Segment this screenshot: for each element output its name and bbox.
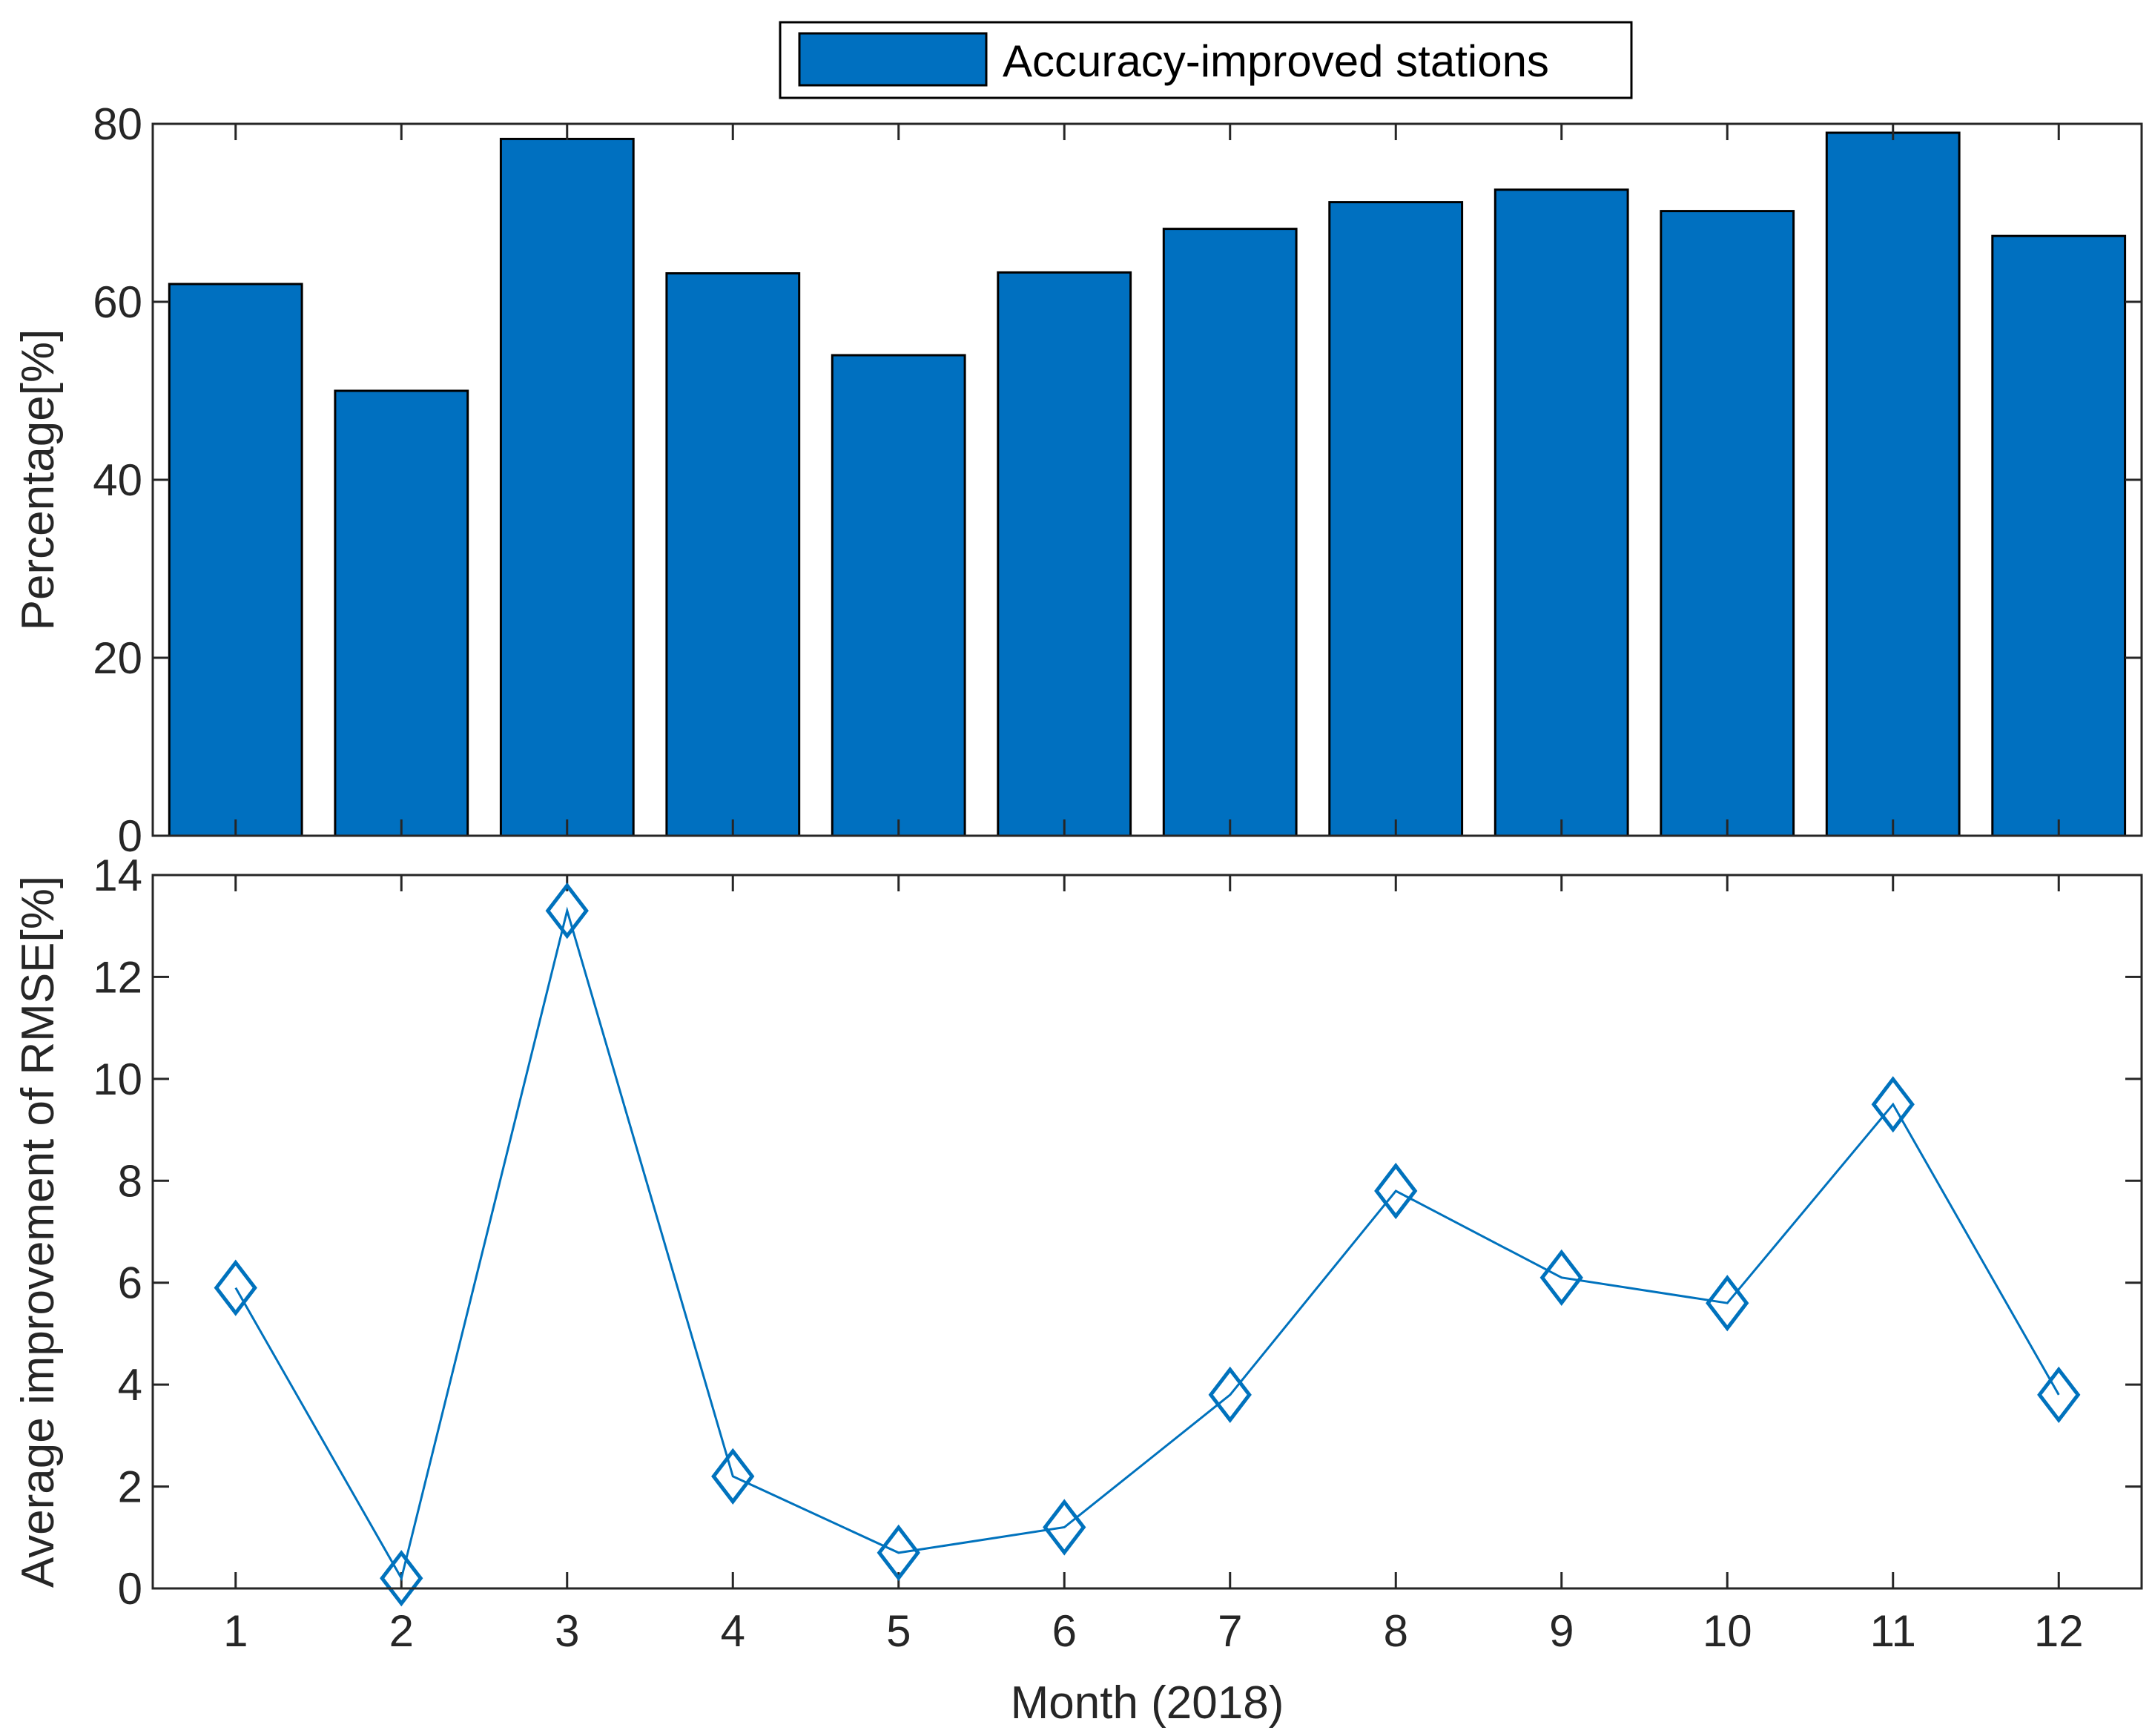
line-y-tick-label: 14: [93, 851, 142, 900]
line-x-tick-label: 2: [389, 1606, 414, 1656]
line-x-tick-label: 5: [886, 1606, 911, 1656]
line-chart-x-axis-label: Month (2018): [1011, 1677, 1284, 1729]
bar-month-8: [1328, 201, 1464, 837]
line-point-month-10: [1706, 1275, 1749, 1332]
line-chart-axes-frame: [151, 874, 2143, 1590]
bar-y-tick-label: 40: [93, 455, 142, 505]
line-x-tick-label: 9: [1549, 1606, 1574, 1656]
bar-month-9: [1493, 188, 1629, 837]
bar-month-4: [665, 272, 801, 837]
bar-chart-y-axis-label: Percentage[%]: [13, 329, 64, 631]
line-y-tick-label: 12: [93, 952, 142, 1002]
bar-month-12: [1991, 234, 2127, 837]
bar-month-11: [1825, 131, 1961, 837]
line-point-month-11: [1871, 1076, 1915, 1133]
bar-month-6: [997, 271, 1132, 837]
line-x-tick-label: 1: [223, 1606, 248, 1656]
line-x-tick-label: 3: [555, 1606, 579, 1656]
bar-chart-panel: 0 20 40 60 80 Percentage[%]: [13, 99, 2143, 861]
line-x-tick-label: 12: [2034, 1606, 2084, 1656]
line-point-month-6: [1043, 1499, 1086, 1556]
line-x-tick-label: 8: [1384, 1606, 1408, 1656]
bar-month-7: [1162, 228, 1298, 837]
bar-y-tick-label: 60: [93, 277, 142, 327]
line-y-tick-label: 0: [118, 1564, 142, 1614]
bar-y-tick-label: 20: [93, 633, 142, 683]
line-point-month-3: [545, 882, 589, 940]
line-y-tick-label: 2: [118, 1462, 142, 1512]
line-x-tick-label: 11: [1870, 1606, 1916, 1656]
bar-month-1: [168, 283, 303, 837]
line-point-month-9: [1539, 1249, 1583, 1306]
line-point-month-1: [214, 1259, 257, 1316]
line-point-month-12: [2037, 1366, 2081, 1424]
line-x-tick-label: 4: [721, 1606, 745, 1656]
bar-month-5: [831, 354, 966, 837]
bar-month-2: [334, 389, 469, 837]
line-y-tick-label: 6: [118, 1258, 142, 1308]
line-point-month-5: [877, 1524, 920, 1582]
bar-y-tick-label: 0: [118, 811, 142, 861]
legend-swatch: [798, 32, 988, 87]
line-x-tick-label: 7: [1218, 1606, 1242, 1656]
bar-chart-axes-frame: [151, 122, 2143, 837]
bar-chart-ticks: 0 20 40 60 80: [93, 99, 2142, 861]
legend: Accuracy-improved stations: [779, 21, 1633, 99]
line-y-tick-label: 4: [118, 1360, 142, 1410]
bar-month-10: [1660, 210, 1795, 837]
line-point-month-7: [1208, 1366, 1252, 1424]
line-point-month-2: [380, 1550, 423, 1607]
bar-month-3: [499, 137, 635, 837]
line-point-month-4: [711, 1448, 755, 1505]
line-series: [234, 906, 2060, 1582]
legend-label: Accuracy-improved stations: [1003, 36, 1549, 86]
line-x-tick-label: 6: [1052, 1606, 1077, 1656]
line-y-tick-label: 8: [118, 1156, 142, 1206]
line-y-tick-label: 10: [93, 1055, 142, 1104]
line-chart-y-axis-label: Average improvement of RMSE[%]: [13, 876, 64, 1588]
bar-y-tick-label: 80: [93, 99, 142, 149]
line-markers: [214, 882, 2081, 1607]
bar-series: [168, 131, 2127, 837]
line-point-month-8: [1374, 1162, 1418, 1220]
line-x-tick-label: 10: [1703, 1606, 1752, 1656]
